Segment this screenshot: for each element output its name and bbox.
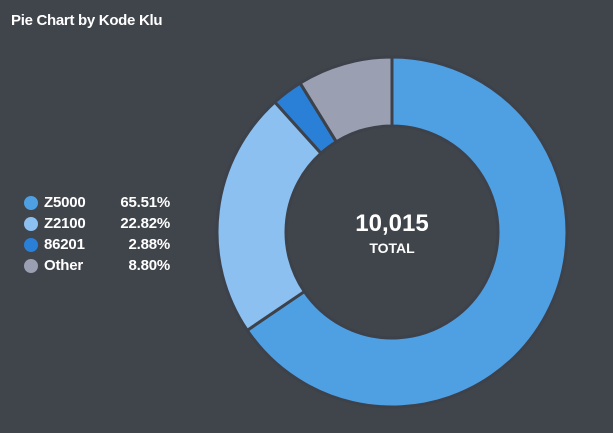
legend-percent-z5000: 65.51% [120, 194, 170, 211]
total-value: 10,015 [355, 210, 428, 237]
legend-label-z2100: Z2100 [44, 215, 86, 232]
slice-z5000[interactable] [245, 55, 569, 409]
legend-label-86201: 86201 [44, 236, 85, 253]
legend-swatch-z2100 [24, 216, 38, 231]
slice-other[interactable] [298, 55, 394, 144]
legend-swatch-z5000 [24, 195, 38, 210]
legend-swatch-other [24, 258, 38, 273]
slice-z2100[interactable] [215, 100, 323, 332]
legend-swatch-86201 [24, 237, 38, 252]
total-label: TOTAL [369, 240, 415, 256]
legend-item-z5000[interactable]: Z5000 65.51% [24, 192, 184, 213]
legend: Z5000 65.51% Z2100 22.82% 86201 2.88% Ot… [24, 192, 184, 276]
legend-label-z5000: Z5000 [44, 194, 86, 211]
chart-title: Pie Chart by Kode Klu [11, 12, 163, 29]
legend-label-other: Other [44, 257, 84, 274]
legend-percent-86201: 2.88% [128, 236, 170, 253]
legend-percent-other: 8.80% [128, 257, 170, 274]
legend-item-z2100[interactable]: Z2100 22.82% [24, 213, 184, 234]
legend-item-86201[interactable]: 86201 2.88% [24, 234, 184, 255]
legend-percent-z2100: 22.82% [120, 215, 170, 232]
legend-item-other[interactable]: Other 8.80% [24, 255, 184, 276]
donut-slices [215, 55, 569, 409]
